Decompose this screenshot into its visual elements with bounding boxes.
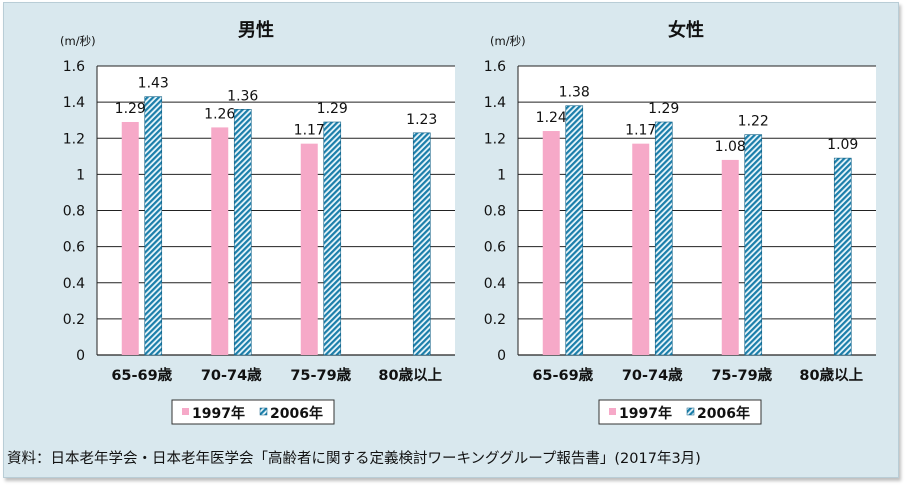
chart-title: 女性 <box>668 19 704 41</box>
y-tick-label: 1.4 <box>484 95 506 111</box>
y-unit-label: (m/秒) <box>490 34 526 48</box>
y-tick-label: 1 <box>497 167 506 183</box>
y-tick-label: 0.6 <box>484 240 506 256</box>
y-tick-label: 0.8 <box>484 204 506 220</box>
data-label: 1.29 <box>115 101 146 117</box>
bar-2006 <box>565 105 584 356</box>
y-tick-label: 0.4 <box>484 276 506 292</box>
data-label: 1.29 <box>317 101 348 117</box>
y-tick-label: 0.6 <box>63 240 85 256</box>
y-tick-label: 0.8 <box>63 204 85 220</box>
data-label: 1.09 <box>827 137 858 153</box>
bar-2006 <box>412 132 431 356</box>
legend-swatch-2006 <box>259 407 268 416</box>
x-tick-label: 80歳以上 <box>378 366 442 384</box>
chart-title: 男性 <box>238 19 274 41</box>
y-tick-label: 1.6 <box>484 59 506 75</box>
x-tick-label: 75-79歳 <box>290 366 351 384</box>
data-label: 1.23 <box>406 112 437 128</box>
y-unit-label: (m/秒) <box>60 34 96 48</box>
legend: 1997年 2006年 <box>598 399 762 425</box>
legend-label-2006: 2006年 <box>270 405 323 422</box>
legend-label-1997: 1997年 <box>619 405 672 422</box>
y-tick-label: 0 <box>497 348 506 364</box>
bar-2006 <box>654 121 673 356</box>
legend-label-1997: 1997年 <box>192 405 245 422</box>
bar-2006 <box>323 121 342 356</box>
data-label: 1.26 <box>204 106 235 122</box>
data-label: 1.24 <box>536 110 567 126</box>
bar-1997 <box>211 127 229 355</box>
legend-swatch-2006 <box>686 407 695 416</box>
x-tick-label: 65-69歳 <box>111 366 172 384</box>
data-label: 1.22 <box>738 114 769 130</box>
data-label: 1.17 <box>294 123 325 139</box>
data-label: 1.08 <box>715 139 746 155</box>
legend: 1997年 2006年 <box>171 399 335 425</box>
chart-2: 0 0.2 0.4 0.6 0.8 1 1.2 1.4 1.6 女性 (m/秒) 1.24 1.38 65… <box>484 19 876 425</box>
data-label: 1.38 <box>559 85 590 101</box>
source-note: 資料：日本老年学会・日本老年医学会「高齢者に関する定義検討ワーキンググループ報告… <box>7 451 701 467</box>
y-tick-label: 0 <box>76 348 85 364</box>
x-tick-label: 70-74歳 <box>622 366 683 384</box>
y-tick-label: 0.4 <box>63 276 85 292</box>
legend-swatch-1997 <box>609 408 616 415</box>
data-label: 1.36 <box>227 88 258 104</box>
x-tick-label: 70-74歳 <box>201 366 262 384</box>
bar-2006 <box>833 157 852 356</box>
legend-swatch-1997 <box>182 408 189 415</box>
y-tick-label: 1.2 <box>63 131 85 147</box>
bar-1997 <box>632 143 650 355</box>
y-tick-label: 1.6 <box>63 59 85 75</box>
legend-label-2006: 2006年 <box>697 405 750 422</box>
bar-1997 <box>721 159 739 355</box>
x-tick-label: 65-69歳 <box>532 366 593 384</box>
legend-box <box>171 399 335 425</box>
y-tick-label: 1 <box>76 167 85 183</box>
y-tick-label: 1.4 <box>63 95 85 111</box>
y-tick-label: 0.2 <box>63 312 85 328</box>
x-tick-label: 80歳以上 <box>799 366 863 384</box>
y-tick-label: 0.2 <box>484 312 506 328</box>
y-tick-label: 1.2 <box>484 131 506 147</box>
data-label: 1.29 <box>648 101 679 117</box>
bar-1997 <box>300 143 318 355</box>
bar-2006 <box>233 109 252 356</box>
bar-2006 <box>744 134 763 356</box>
legend-box <box>598 399 762 425</box>
data-label: 1.17 <box>625 123 656 139</box>
bar-1997 <box>121 121 139 356</box>
data-label: 1.43 <box>138 76 169 92</box>
x-tick-label: 75-79歳 <box>711 366 772 384</box>
bar-2006 <box>144 96 163 356</box>
chart-1: 0 0.2 0.4 0.6 0.8 1 1.2 1.4 1.6 男性 (m/秒) 1.29 1.43 65… <box>60 19 455 425</box>
bar-1997 <box>542 131 560 355</box>
